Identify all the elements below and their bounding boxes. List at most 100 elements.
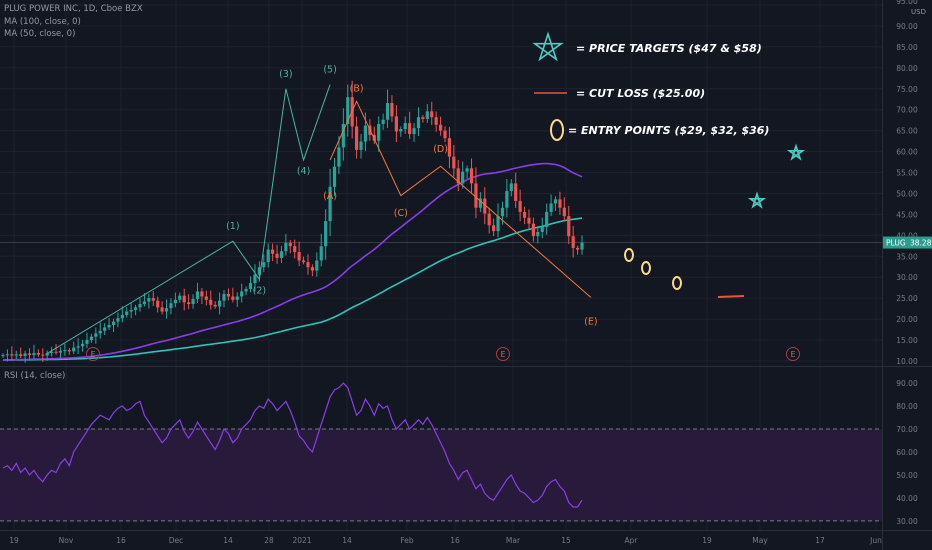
candle-body [27,353,32,356]
wave-label: (2) [253,285,266,296]
candle-body [487,213,491,226]
time-tick-label: 19 [9,536,19,545]
candle-body [94,333,98,337]
candle-body [310,267,314,271]
candle-body [85,340,89,344]
candle-body [527,217,531,224]
price-tick-label: 30.00 [896,273,918,282]
candle-body [301,260,306,263]
wave-label: (D) [433,144,448,155]
candle-body [500,207,505,217]
candle-body [151,298,155,301]
candle-body [142,301,147,305]
price-tag-symbol: PLUG [886,239,906,248]
rsi-tick-label: 60.00 [896,448,918,457]
legend-text: = PRICE TARGETS ($47 & $58) [576,42,762,55]
rsi-indicator-label[interactable]: RSI (14, close) [4,371,66,381]
candle-body [328,186,332,222]
earnings-marker [86,347,100,361]
time-tick-label: 19 [702,536,712,545]
candle-body [355,126,359,150]
price-tick-label: 35.00 [896,252,918,261]
candle-body [474,183,478,208]
candle-body [536,231,540,237]
ma50-indicator-label[interactable]: MA (50, close, 0) [4,29,76,39]
candle-body [279,251,284,258]
cut-loss-line [717,295,745,298]
candle-body [478,198,482,208]
candle-body [120,314,124,319]
candle-body [275,253,279,258]
candle-body [5,354,10,356]
earnings-marker [786,347,800,361]
earnings-marker [496,347,510,361]
price-tick-label: 25.00 [896,294,918,303]
candle-body [483,198,487,214]
candle-body [372,134,376,141]
wave-label: (1) [226,221,239,232]
candle-body [244,288,248,292]
candle-body [324,221,328,247]
price-tick-label: 55.00 [896,169,918,178]
candle-body [32,353,36,356]
time-tick-label: May [752,536,768,545]
time-tick-label: Apr [625,536,639,545]
earnings-marker-label: E [501,350,506,359]
candle-body [469,168,474,184]
candle-body [549,203,553,212]
candle-body [41,354,45,356]
candle-body [147,298,151,302]
candle-body [332,166,337,187]
price-unit-label: USD [911,8,926,16]
candle-body [288,242,292,247]
time-tick-label: Nov [59,536,74,545]
candle-body [412,128,416,135]
candle-body [337,147,341,167]
candle-body [509,183,513,191]
candle-body [50,351,54,354]
time-tick-label: 2021 [292,536,311,545]
legend-text: = ENTRY POINTS ($29, $32, $36) [568,124,769,137]
candle-body [209,299,213,305]
price-tick-label: 65.00 [896,127,918,136]
ma100-line [2,217,583,361]
entry-point-circle [624,248,634,262]
annotation-legend: = PRICE TARGETS ($47 & $58) = CUT LOSS ($… [532,31,769,141]
price-tick-label: 75.00 [896,85,918,94]
candle-body [240,291,244,297]
price-tick-label: 10.00 [896,357,918,366]
candle-body [271,249,275,254]
circle-icon [550,119,564,141]
time-tick-label: 17 [815,536,825,545]
candle-body [558,199,562,208]
price-tick-label: 85.00 [896,43,918,52]
candle-body [416,117,421,129]
candle-body [191,298,195,305]
candle-body [505,190,509,208]
time-tick-label: 15 [561,536,571,545]
candle-body [204,296,208,300]
star-icon [532,31,564,62]
wave-label: (4) [297,166,310,177]
rsi-tick-label: 90.00 [896,379,918,388]
candle-body [284,242,288,252]
price-tick-label: 95.00 [896,0,918,6]
candle-body [107,324,111,328]
legend-text: = CUT LOSS ($25.00) [576,87,705,100]
candle-body [438,124,443,131]
rsi-tick-label: 80.00 [896,402,918,411]
candle-body [253,274,257,284]
candle-body [262,262,266,268]
candle-body [562,207,566,217]
time-tick-label: Jun [869,536,882,545]
ma100-indicator-label[interactable]: MA (100, close, 0) [4,17,81,27]
candle-body [518,201,522,212]
candle-body [492,225,496,232]
candle-body [67,350,71,352]
rsi-panel: 90.00 80.00 70.00 60.00 50.00 40.00 30.00 [0,379,918,526]
candle-body [45,353,49,356]
candle-body [297,252,301,261]
symbol-title[interactable]: PLUG POWER INC, 1D, Cboe BZX [4,4,143,14]
candle-body [421,117,425,119]
candle-body [359,141,363,150]
